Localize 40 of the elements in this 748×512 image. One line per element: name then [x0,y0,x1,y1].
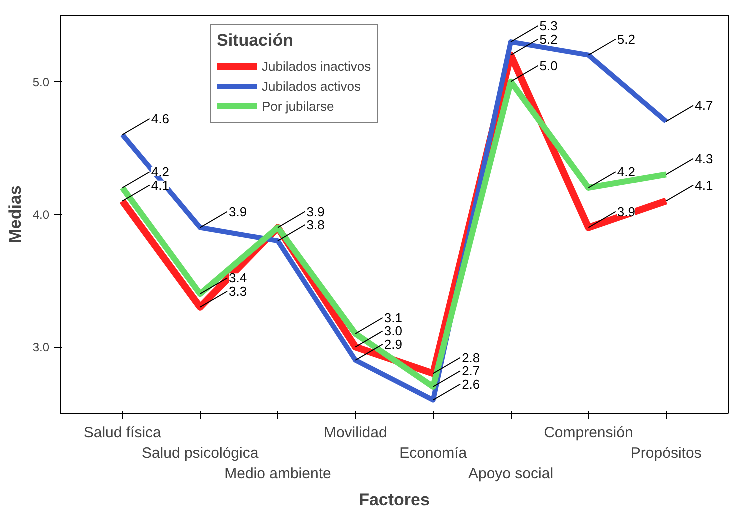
x-tick-label: Salud física [84,424,162,442]
x-tick-label: Medio ambiente [224,465,332,482]
x-axis-title: Factores [359,490,430,510]
y-tick-label: 5.0 [32,75,50,90]
x-tick-label: Economía [400,444,468,462]
y-tick-label: 3.0 [32,340,50,355]
x-tick-label: Comprensión [544,424,634,442]
legend-label: Jubilados inactivos [262,58,372,74]
data-label: 5.2 [617,32,636,47]
x-tick-label: Apoyo social [468,465,554,482]
y-tick-label: 4.0 [32,208,50,222]
data-label: 4.1 [151,178,170,193]
data-label: 5.0 [540,58,558,74]
data-label: 4.3 [695,151,714,166]
data-label: 2.9 [384,337,402,352]
x-tick-label: Propósitos [630,444,702,462]
data-label: 5.2 [540,32,558,47]
data-label: 4.2 [151,164,170,180]
x-tick-label: Salud psicológica [142,444,260,462]
data-label: 2.6 [462,376,480,392]
data-label: 2.8 [462,350,480,366]
y-axis-title: Medias [6,186,25,244]
x-tick-label: Movilidad [324,424,388,442]
data-label: 3.9 [306,204,325,220]
data-label: 4.2 [617,164,636,180]
data-label: 3.9 [229,204,248,220]
data-label: 3.8 [306,218,325,233]
data-label: 4.7 [695,98,714,114]
legend-label: Jubilados activos [262,78,361,94]
data-label: 4.1 [695,178,714,193]
data-label: 3.4 [229,270,248,286]
data-label: 5.3 [540,18,558,34]
legend-label: Por jubilarse [262,98,334,114]
data-label: 3.3 [229,284,248,299]
data-label: 3.0 [384,324,402,339]
data-label: 3.1 [384,310,402,326]
data-label: 3.9 [617,204,636,220]
legend-title: Situación [217,31,295,51]
data-label: 4.6 [151,111,170,126]
data-label: 2.7 [462,364,480,379]
